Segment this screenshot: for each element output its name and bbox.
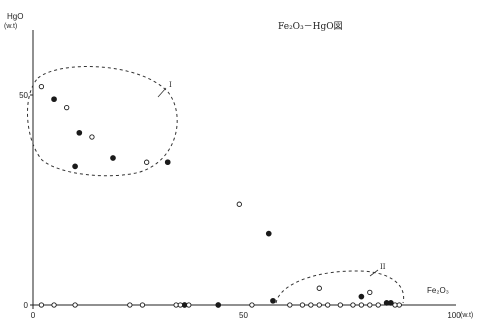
data-point-open — [392, 302, 398, 308]
data-point-open — [358, 302, 365, 308]
data-point-filled — [265, 230, 272, 237]
data-point-open — [367, 302, 373, 308]
region-i-leader — [157, 87, 167, 98]
data-point-open — [396, 302, 402, 308]
region-i-label: I — [169, 81, 172, 89]
data-point-open — [375, 302, 381, 308]
region-ii-leader — [369, 269, 379, 277]
x-tick-label: 50 — [239, 311, 248, 320]
data-point-open — [64, 104, 70, 111]
y-tick-label: 0 — [24, 301, 29, 310]
data-point-open — [325, 302, 331, 308]
region-ii-label: II — [380, 263, 386, 271]
data-point-open — [367, 289, 373, 296]
y-tick-label: 50 — [19, 91, 28, 100]
data-points — [38, 83, 402, 308]
data-point-filled — [388, 300, 394, 306]
data-point-filled — [164, 159, 171, 166]
data-point-open — [249, 302, 255, 308]
region-i-outline — [27, 66, 178, 177]
data-point-open — [72, 302, 78, 308]
data-point-open — [186, 302, 192, 308]
data-point-open — [144, 159, 150, 165]
data-point-open — [89, 134, 95, 140]
data-point-open — [308, 302, 314, 308]
data-point-open — [51, 302, 57, 308]
x-tick-label: 100 — [447, 311, 461, 320]
data-point-open — [316, 302, 322, 308]
y-axis-unit: (w.t) — [4, 23, 17, 30]
region-ii-outline — [275, 270, 405, 304]
data-point-open — [299, 302, 306, 308]
data-point-open — [316, 285, 322, 291]
data-point-filled — [358, 293, 365, 300]
x-axis-unit: (w.t) — [460, 312, 473, 319]
data-point-open — [287, 302, 293, 308]
data-point-filled — [76, 129, 83, 136]
data-point-filled — [215, 302, 222, 308]
x-axis-end-label: Fe₂O₃ — [427, 286, 449, 295]
data-point-open — [173, 302, 179, 308]
data-point-filled — [110, 155, 116, 161]
y-axis-label: HgO — [7, 12, 23, 21]
data-point-open — [127, 302, 133, 308]
data-point-open — [38, 83, 45, 90]
data-point-open — [236, 201, 242, 207]
data-point-open — [350, 302, 356, 308]
data-point-open — [177, 302, 184, 308]
x-tick-label: 0 — [31, 311, 36, 320]
data-point-filled — [270, 297, 276, 304]
data-point-open — [337, 302, 343, 308]
data-point-open — [38, 302, 45, 308]
axis-ticks: 0 50 100 0 50 — [19, 91, 461, 320]
data-point-open — [139, 302, 146, 308]
data-point-filled — [72, 163, 78, 170]
chart-title: Fe₂O₃－HgO図 — [278, 21, 343, 32]
data-point-filled — [51, 96, 57, 103]
